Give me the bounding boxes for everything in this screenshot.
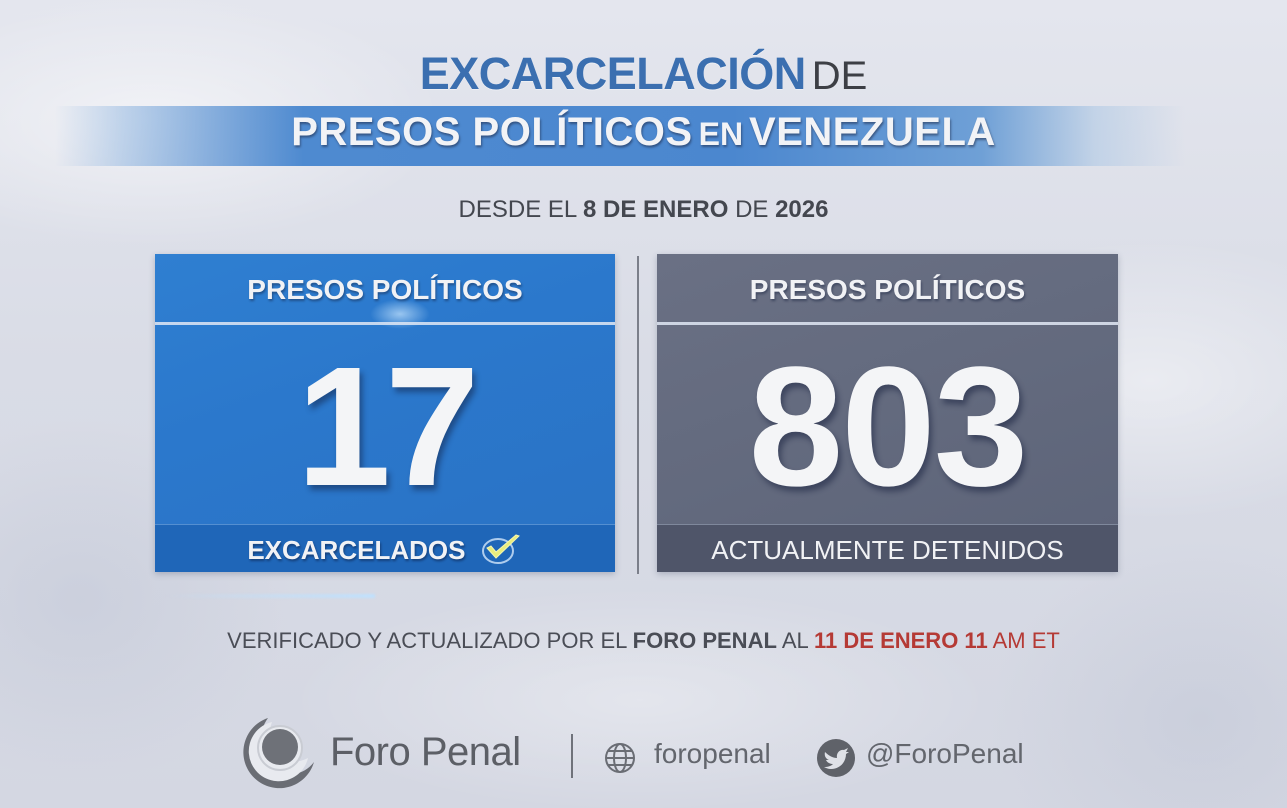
- website-link[interactable]: foropenal: [654, 738, 771, 769]
- verification-line: VERIFICADO Y ACTUALIZADO POR EL FORO PEN…: [0, 628, 1287, 654]
- twitter-handle-link[interactable]: @ForoPenal: [866, 738, 1024, 769]
- since-year: 2026: [775, 196, 829, 223]
- subtitle-connector: EN: [698, 116, 744, 152]
- verification-time: AM ET: [992, 628, 1060, 653]
- released-label: EXCARCELADOS: [247, 535, 466, 565]
- detained-card: PRESOS POLÍTICOS 803 ACTUALMENTE DETENID…: [657, 254, 1118, 572]
- detained-label: ACTUALMENTE DETENIDOS: [711, 535, 1064, 565]
- card-separator: [637, 256, 639, 574]
- light-streak: [165, 594, 375, 598]
- detained-card-footer: ACTUALMENTE DETENIDOS: [657, 524, 1118, 572]
- released-card-footer: EXCARCELADOS: [155, 524, 615, 572]
- verification-prefix: VERIFICADO Y ACTUALIZADO POR EL: [227, 628, 627, 653]
- since-prefix: DESDE EL: [458, 196, 577, 223]
- title-band: [55, 106, 1185, 166]
- card-divider: [155, 322, 615, 325]
- title-connector: DE: [811, 54, 868, 98]
- detained-count: 803: [748, 332, 1029, 522]
- released-count: 17: [296, 332, 479, 522]
- subtitle-part2: VENEZUELA: [749, 110, 996, 154]
- released-card: PRESOS POLÍTICOS 17 EXCARCELADOS: [155, 254, 615, 598]
- since-connector: DE: [735, 196, 769, 223]
- footer-separator: [571, 734, 573, 778]
- detained-card-heading: PRESOS POLÍTICOS: [749, 274, 1026, 305]
- verification-connector: AL: [781, 628, 808, 653]
- verification-org: FORO PENAL: [632, 628, 777, 653]
- page-subtitle: PRESOS POLÍTICOS EN VENEZUELA: [0, 110, 1287, 155]
- since-date: 8 DE ENERO: [583, 196, 729, 223]
- brand-name: Foro Penal: [330, 730, 521, 774]
- since-date-line: DESDE EL 8 DE ENERO DE 2026: [0, 196, 1287, 224]
- globe-icon: [605, 743, 635, 773]
- check-icon: [481, 534, 520, 565]
- subtitle-part1: PRESOS POLÍTICOS: [291, 110, 693, 154]
- twitter-icon: [817, 739, 855, 777]
- card-divider: [657, 322, 1118, 325]
- page-title: EXCARCELACIÓN DE: [0, 48, 1287, 100]
- verification-date: 11 DE ENERO 11: [814, 628, 988, 653]
- title-highlight: EXCARCELACIÓN: [419, 48, 807, 99]
- footer: Foro Penal foropenal @ForoPenal: [0, 712, 1287, 796]
- released-card-heading: PRESOS POLÍTICOS: [247, 274, 523, 305]
- foro-penal-logo-icon: [243, 718, 314, 789]
